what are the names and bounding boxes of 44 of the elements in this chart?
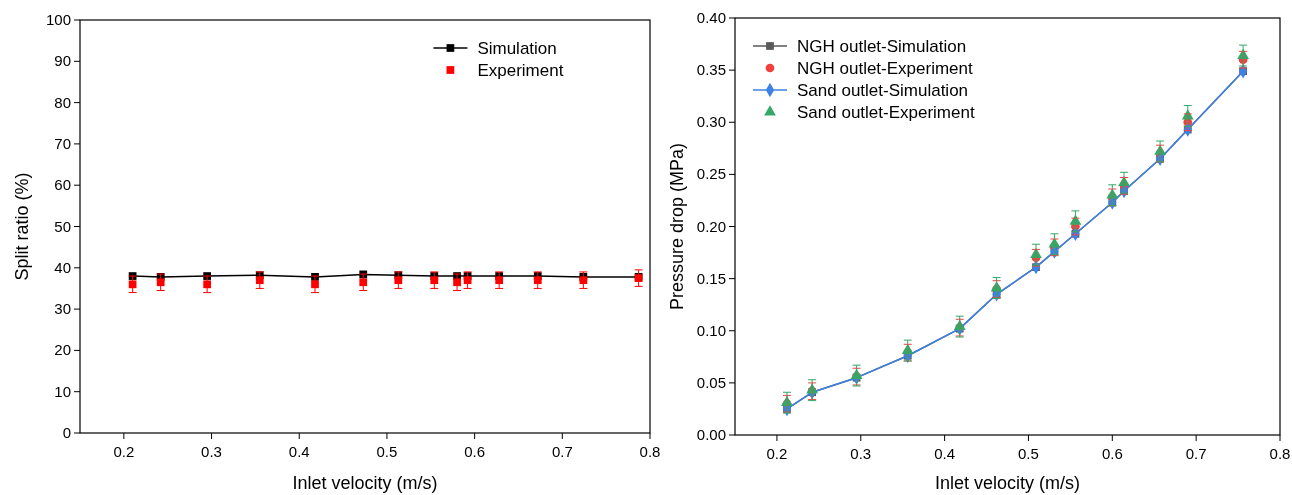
- y-tick-label: 90: [54, 52, 71, 70]
- y-tick-label: 100: [45, 11, 71, 28]
- x-axis-title: Inlet velocity (m/s): [934, 473, 1081, 493]
- y-tick-label: 0.35: [696, 61, 726, 79]
- x-tick-label: 0.8: [639, 443, 661, 460]
- x-tick-label: 0.2: [766, 445, 788, 462]
- x-tick-label: 0.4: [934, 445, 956, 462]
- y-tick-label: 70: [54, 134, 71, 152]
- x-tick-label: 0.3: [201, 443, 222, 460]
- y-tick-label: 40: [54, 258, 71, 276]
- y-tick-label: 0.40: [696, 9, 726, 26]
- y-axis-title: Pressure drop (MPa): [667, 142, 687, 311]
- y-tick-label: 80: [54, 93, 71, 111]
- y-tick-label: 0.30: [696, 113, 726, 131]
- y-tick-label: 0.10: [696, 321, 726, 339]
- x-tick-label: 0.5: [376, 443, 398, 460]
- legend-label: NGH outlet-Simulation: [797, 37, 967, 56]
- y-tick-label: 60: [54, 176, 71, 194]
- y-tick-label: 0.25: [696, 165, 726, 183]
- y-tick-label: 0.15: [696, 269, 726, 287]
- y-tick-label: 30: [54, 300, 71, 318]
- y-tick-label: 0: [62, 424, 71, 441]
- y-tick-label: 20: [54, 341, 71, 359]
- y-tick-label: 0.05: [696, 373, 726, 391]
- x-tick-label: 0.7: [1185, 445, 1207, 462]
- x-axis-title: Inlet velocity (m/s): [292, 473, 438, 493]
- y-tick-label: 10: [54, 382, 71, 400]
- x-tick-label: 0.5: [1018, 445, 1039, 462]
- legend-label: Sand outlet-Simulation: [797, 81, 969, 100]
- legend-label: Sand outlet-Experiment: [797, 103, 975, 122]
- x-tick-label: 0.3: [850, 445, 872, 462]
- x-tick-label: 0.8: [1269, 445, 1291, 462]
- y-tick-label: 0.00: [696, 426, 726, 443]
- x-tick-label: 0.2: [113, 443, 135, 460]
- y-tick-label: 0.20: [696, 217, 726, 235]
- legend-label: NGH outlet-Experiment: [797, 59, 973, 78]
- x-tick-label: 0.4: [288, 443, 310, 460]
- legend-label: Simulation: [477, 39, 557, 58]
- y-tick-label: 50: [54, 217, 71, 235]
- x-tick-label: 0.6: [464, 443, 486, 460]
- legend-label: Experiment: [477, 61, 564, 80]
- x-tick-label: 0.7: [551, 443, 573, 460]
- y-axis-title: Split ratio (%): [12, 172, 32, 281]
- x-tick-label: 0.6: [1101, 445, 1123, 462]
